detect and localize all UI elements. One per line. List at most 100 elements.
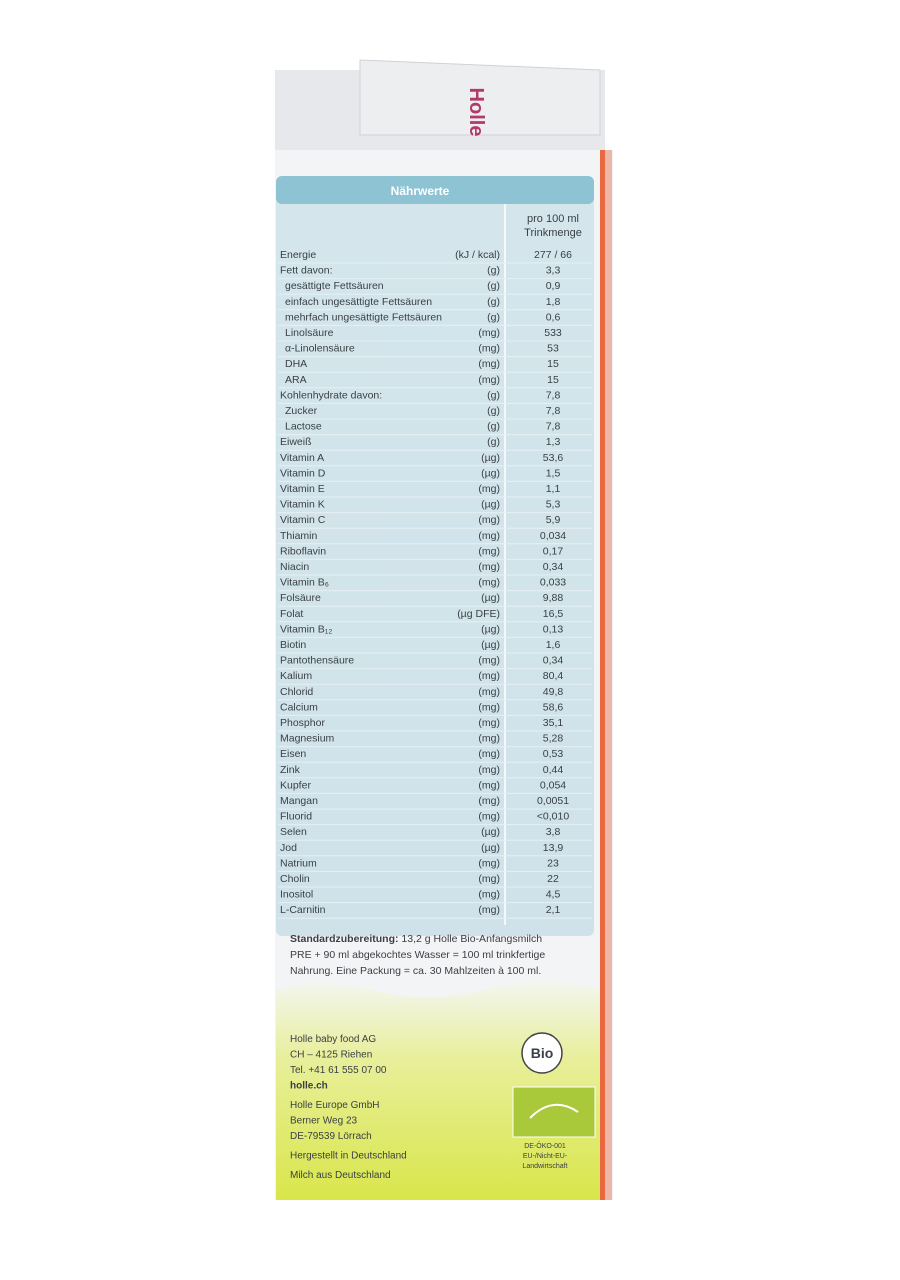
nutrient-value: 7,8 [546,389,561,401]
nutrient-value: 277 / 66 [534,249,572,261]
nutrient-name: Eisen [280,748,306,760]
nutrient-name: Kupfer [280,779,311,791]
nutrient-name: gesättigte Fettsäuren [285,280,384,292]
nutrient-value: 1,3 [546,436,561,448]
nutrient-value: 3,8 [546,826,561,838]
eu-code: DE-ÖKO-001 [524,1142,566,1150]
nutrient-name: Jod [280,842,297,854]
nutrient-unit: (g) [487,311,500,323]
address-line: DE-79539 Lörrach [290,1131,372,1142]
nutrient-value: 23 [547,857,559,869]
table-header-bar [276,176,594,204]
nutrient-unit: (mg) [478,545,500,557]
nutrient-value: 0,033 [540,577,566,589]
preparation-line: PRE + 90 ml abgekochtes Wasser = 100 ml … [290,949,545,961]
nutrient-unit: (mg) [478,873,500,885]
nutrient-name: Folsäure [280,592,321,604]
preparation-label: Standardzubereitung: [290,933,399,945]
nutrient-value: 0,9 [546,280,561,292]
nutrient-unit: (µg) [481,842,500,854]
nutrient-value: 2,1 [546,904,561,916]
nutrient-name: Linolsäure [285,327,334,339]
nutrient-value: 15 [547,358,559,370]
nutrient-value: 7,8 [546,421,561,433]
nutrient-unit: (kJ / kcal) [455,249,500,261]
nutrient-name: Calcium [280,701,318,713]
nutrient-unit: (mg) [478,795,500,807]
nutrient-name: Cholin [280,873,310,885]
address-line: Holle baby food AG [290,1034,376,1045]
nutrient-unit: (mg) [478,374,500,386]
nutrient-name: Vitamin E [280,483,325,495]
nutrient-name: Vitamin K [280,499,325,511]
nutrient-value: 9,88 [543,592,564,604]
table-rows: Energie (kJ / kcal) 277 / 66 Fett davon: (g)… [278,249,592,919]
nutrient-name: Natrium [280,857,317,869]
nutrient-name: Kalium [280,670,312,682]
nutrient-name: Folat [280,608,303,620]
nutrient-value: 1,8 [546,296,561,308]
nutrient-unit: (mg) [478,358,500,370]
nutrient-name: Niacin [280,561,309,573]
column-header: Trinkmenge [524,227,582,239]
nutrient-unit: (mg) [478,577,500,589]
nutrient-unit: (mg) [478,811,500,823]
nutrient-unit: (mg) [478,327,500,339]
nutrient-name: Energie [280,249,316,261]
nutrient-unit: (g) [487,405,500,417]
nutrient-unit: (µg) [481,639,500,651]
eu-leaf [529,1103,579,1119]
nutrient-value: 0,34 [543,561,564,573]
nutrient-unit: (mg) [478,748,500,760]
flap [359,59,601,136]
nutrient-name: Fluorid [280,811,312,823]
nutrient-value: 0,44 [543,764,564,776]
nutrient-value: <0,010 [537,811,570,823]
table-title: Nährwerte [391,184,450,198]
eu-organic-logo [512,1086,596,1138]
nutrient-value: 53,6 [543,452,564,464]
address-line: Milch aus Deutschland [290,1170,391,1181]
nutrient-unit: (mg) [478,904,500,916]
nutrient-unit: (µg) [481,467,500,479]
nutrient-value: 35,1 [543,717,564,729]
brand: Holle [465,88,487,137]
nutrient-name: Selen [280,826,307,838]
nutrient-unit: (µg) [481,499,500,511]
nutrient-unit: (mg) [478,561,500,573]
nutrient-value: 22 [547,873,559,885]
nutrient-value: 0,13 [543,623,564,635]
nutrient-value: 0,34 [543,655,564,667]
nutrient-value: 0,53 [543,748,564,760]
nutrient-value: 0,054 [540,779,566,791]
address-line: CH – 4125 Riehen [290,1050,372,1061]
nutrient-name: Kohlenhydrate davon: [280,389,382,401]
nutrient-name: Vitamin B₁₂ [280,623,332,635]
nutrient-unit: (µg) [481,452,500,464]
nutrient-value: 5,28 [543,733,564,745]
address-line: Hergestellt in Deutschland [290,1151,407,1162]
preparation-line: Nahrung. Eine Packung = ca. 30 Mahlzeite… [290,965,541,977]
addresses: Holle baby food AG CH – 4125 Riehen Tel. +… [290,1034,407,1181]
edge-shade [605,150,613,1200]
nutrient-value: 1,6 [546,639,561,651]
nutrient-unit: (g) [487,265,500,277]
nutrient-name: Vitamin A [280,452,324,464]
nutrient-value: 0,17 [543,545,564,557]
nutrient-value: 13,9 [543,842,564,854]
nutrient-unit: (mg) [478,889,500,901]
nutrient-unit: (mg) [478,717,500,729]
nutrient-name: Riboflavin [280,545,326,557]
preparation-text: Standardzubereitung: 13,2 g Holle Bio-An… [290,933,542,945]
nutrient-name: α-Linolensäure [285,343,355,355]
nutrient-unit: (mg) [478,343,500,355]
nutrient-unit: (g) [487,389,500,401]
nutrient-name: Pantothensäure [280,655,354,667]
eu-origin: Landwirtschaft [522,1163,567,1170]
nutrient-value: 53 [547,343,559,355]
column-header: pro 100 ml [527,213,579,225]
nutrient-unit: (g) [487,296,500,308]
nutrient-value: 0,034 [540,530,566,542]
